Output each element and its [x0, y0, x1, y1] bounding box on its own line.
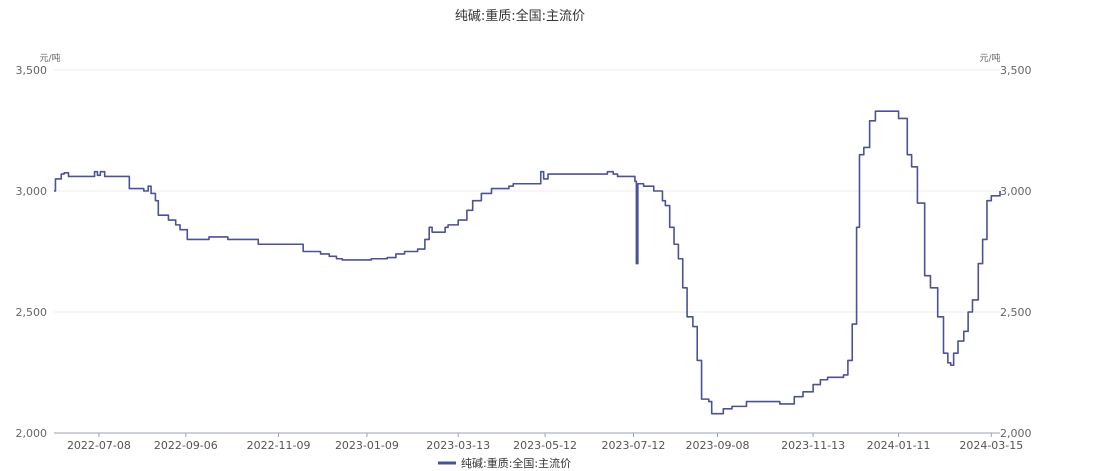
x-tick-label: 2023-05-12: [513, 439, 577, 452]
y-tick-label-left: 3,000: [16, 185, 48, 198]
y-tick-label-right: 2,000: [1000, 427, 1032, 440]
x-tick-label: 2024-03-15: [959, 439, 1023, 452]
y-tick-label-right: 2,500: [1000, 306, 1032, 319]
y-tick-label-left: 2,000: [16, 427, 48, 440]
x-tick-label: 2023-09-08: [686, 439, 750, 452]
legend[interactable]: 纯碱:重质:全国:主流价: [438, 456, 571, 470]
gridlines: [54, 69, 1000, 434]
y-axis-unit-right: 元/吨: [979, 52, 1000, 64]
x-tick-label: 2022-09-06: [154, 439, 218, 452]
x-tick-label: 2023-07-12: [602, 439, 666, 452]
x-tick-label: 2022-11-09: [247, 439, 311, 452]
x-tick-label: 2022-07-08: [67, 439, 131, 452]
y-axis-left: 3,500 3,000 2,500 2,000: [16, 64, 48, 440]
series-line: [54, 110, 1001, 415]
y-axis-unit-left: 元/吨: [39, 52, 60, 64]
y-tick-label-right: 3,500: [1000, 64, 1032, 77]
x-tick-label: 2023-03-13: [426, 439, 490, 452]
y-tick-label-left: 3,500: [16, 64, 48, 77]
x-axis: 2022-07-08 2022-09-06 2022-11-09 2023-01-09…: [67, 433, 1023, 452]
legend-label: 纯碱:重质:全国:主流价: [461, 456, 571, 470]
x-tick-label: 2023-11-13: [781, 439, 845, 452]
x-tick-label: 2024-01-11: [867, 439, 931, 452]
series-layer: [54, 110, 1001, 415]
y-axis-right: 3,500 3,000 2,500 2,000: [1000, 64, 1032, 440]
y-tick-label-left: 2,500: [16, 306, 48, 319]
x-tick-label: 2023-01-09: [335, 439, 399, 452]
chart-title: 纯碱:重质:全国:主流价: [455, 8, 585, 24]
y-tick-label-right: 3,000: [1000, 185, 1032, 198]
